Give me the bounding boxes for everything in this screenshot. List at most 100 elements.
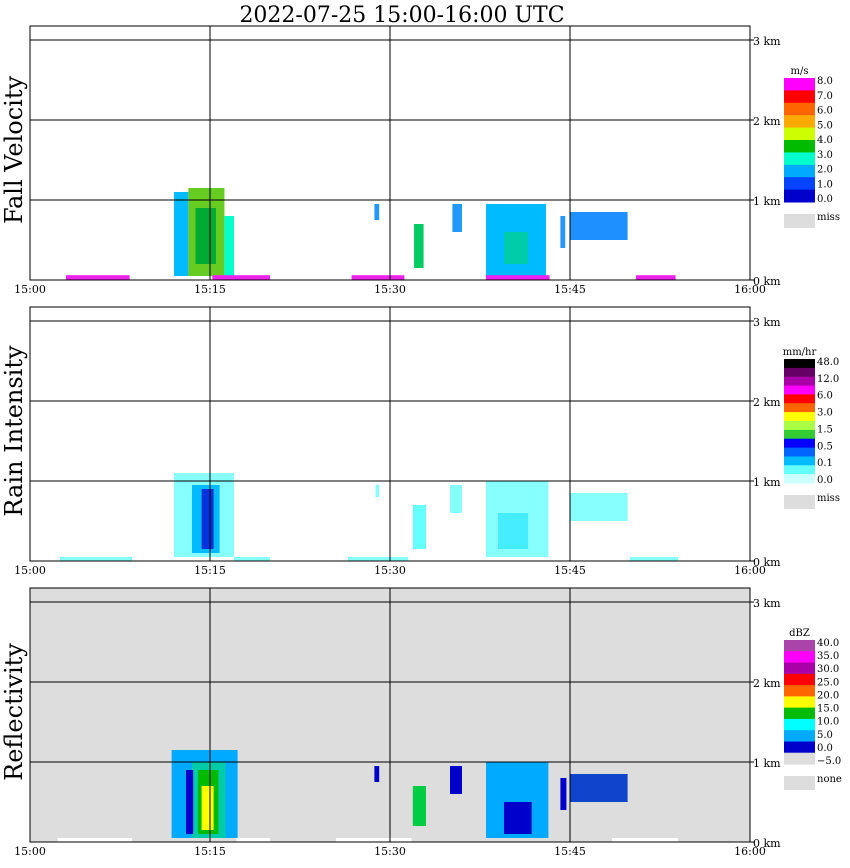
colorbar-swatch <box>784 707 815 720</box>
colorbar-swatch <box>784 741 815 754</box>
x-tick-label: 15:15 <box>194 283 226 296</box>
echo-cell <box>195 208 216 264</box>
echo-cell <box>504 802 532 834</box>
x-tick-label: 15:30 <box>374 564 406 577</box>
colorbar-swatch <box>784 465 815 475</box>
echo-cell <box>201 786 214 830</box>
echo-cell <box>560 216 566 248</box>
echo-cell <box>570 493 628 521</box>
colorbar-swatch <box>784 367 815 378</box>
colorbar-swatch <box>784 403 815 413</box>
colorbar-label: −5.0 <box>817 756 841 767</box>
echo-cell <box>336 838 412 842</box>
colorbar-swatch <box>784 102 815 116</box>
colorbar-swatch <box>784 115 815 129</box>
colorbar-swatch <box>784 127 815 141</box>
colorbar-label: 4.0 <box>817 135 833 146</box>
colorbar-label: 3.0 <box>817 408 833 419</box>
plot-frame <box>29 25 751 281</box>
y-tick-label: 3 km <box>753 316 781 329</box>
colorbar-swatch <box>784 662 815 675</box>
echo-cell <box>570 212 628 240</box>
echo-cell <box>498 513 528 549</box>
colorbar-swatch <box>784 376 815 387</box>
panel-title: Rain Intensity <box>0 345 28 517</box>
x-tick-label: 15:45 <box>554 283 586 296</box>
echo-cell <box>174 192 189 276</box>
colorbar-label: 48.0 <box>817 357 839 368</box>
echo-cell <box>375 485 380 497</box>
x-tick-label: 15:15 <box>194 564 226 577</box>
x-tick-label: 15:00 <box>14 564 46 577</box>
echo-cell <box>186 770 194 834</box>
y-tick-label: 0 km <box>753 837 781 850</box>
colorbar-label: 2.0 <box>817 165 833 176</box>
x-tick-label: 15:15 <box>194 845 226 858</box>
plot-frame <box>29 306 751 562</box>
echo-cell <box>348 557 408 561</box>
colorbar-label: 5.0 <box>817 730 833 741</box>
x-tick-label: 15:45 <box>554 845 586 858</box>
echo-cell <box>486 275 550 280</box>
y-tick-label: 1 km <box>753 476 781 489</box>
colorbar-swatch <box>784 164 815 178</box>
colorbar-swatch <box>784 152 815 166</box>
colorbar-swatch <box>784 474 815 484</box>
figure-title: 2022-07-25 15:00-16:00 UTC <box>239 3 564 28</box>
x-tick-label: 15:00 <box>14 283 46 296</box>
y-tick-label: 0 km <box>753 556 781 569</box>
x-tick-label: 15:30 <box>374 845 406 858</box>
colorbar-swatch <box>784 696 815 709</box>
colorbar-swatch <box>784 412 815 422</box>
echo-cell <box>452 204 462 232</box>
colorbar-swatch <box>784 673 815 686</box>
echo-cell <box>201 489 214 549</box>
echo-cell <box>66 275 130 280</box>
colorbar-label: 25.0 <box>817 677 839 688</box>
echo-cell <box>636 275 676 280</box>
colorbar-miss-label: miss <box>817 212 840 223</box>
colorbar-swatch <box>784 385 815 395</box>
y-tick-label: 2 km <box>753 115 781 128</box>
panel-rain-intensity: 15:00 15:15 15:30 15:45 16:000 km 1 km 2 km 3 k… <box>0 306 840 577</box>
panel-reflectivity: 15:00 15:15 15:30 15:45 16:000 km 1 km 2 km 3 k… <box>0 587 842 858</box>
colorbar-swatch <box>784 394 815 404</box>
colorbar-label: 0.0 <box>817 194 833 205</box>
colorbar-label: 6.0 <box>817 106 833 117</box>
echo-cell <box>212 275 270 280</box>
colorbar-unit: mm/hr <box>783 347 817 358</box>
echo-cell <box>560 778 567 810</box>
echo-cell <box>412 505 426 549</box>
x-tick-label: 15:45 <box>554 564 586 577</box>
panel-title: Fall Velocity <box>0 76 28 225</box>
colorbar-label: 3.0 <box>817 150 833 161</box>
colorbar-label: 35.0 <box>817 651 839 662</box>
colorbar-swatch <box>784 651 815 664</box>
echo-cell <box>224 216 234 276</box>
echo-cell <box>504 232 528 264</box>
colorbar-swatch <box>784 421 815 431</box>
echo-cell <box>414 224 424 268</box>
colorbar-swatch <box>784 456 815 466</box>
colorbar-unit: dBZ <box>789 628 810 639</box>
colorbar-label: 10.0 <box>817 717 839 728</box>
x-tick-label: 15:00 <box>14 845 46 858</box>
echo-cell <box>630 557 678 561</box>
colorbar-label: 0.0 <box>817 475 833 486</box>
x-tick-label: 16:00 <box>734 845 766 858</box>
x-tick-label: 16:00 <box>734 283 766 296</box>
colorbar-swatch <box>784 177 815 191</box>
echo-cell <box>351 275 405 280</box>
echo-cell <box>450 766 462 794</box>
echo-cell <box>450 485 462 513</box>
colorbar-label: 1.5 <box>817 424 833 435</box>
colorbar-swatch <box>784 359 815 369</box>
echo-cell <box>612 838 678 842</box>
x-tick-label: 16:00 <box>734 564 766 577</box>
colorbar-swatch <box>784 640 815 652</box>
echo-cell <box>570 774 628 802</box>
colorbar-label: 7.0 <box>817 91 833 102</box>
colorbar-miss-label: none <box>817 774 842 785</box>
echo-cell <box>236 838 270 842</box>
